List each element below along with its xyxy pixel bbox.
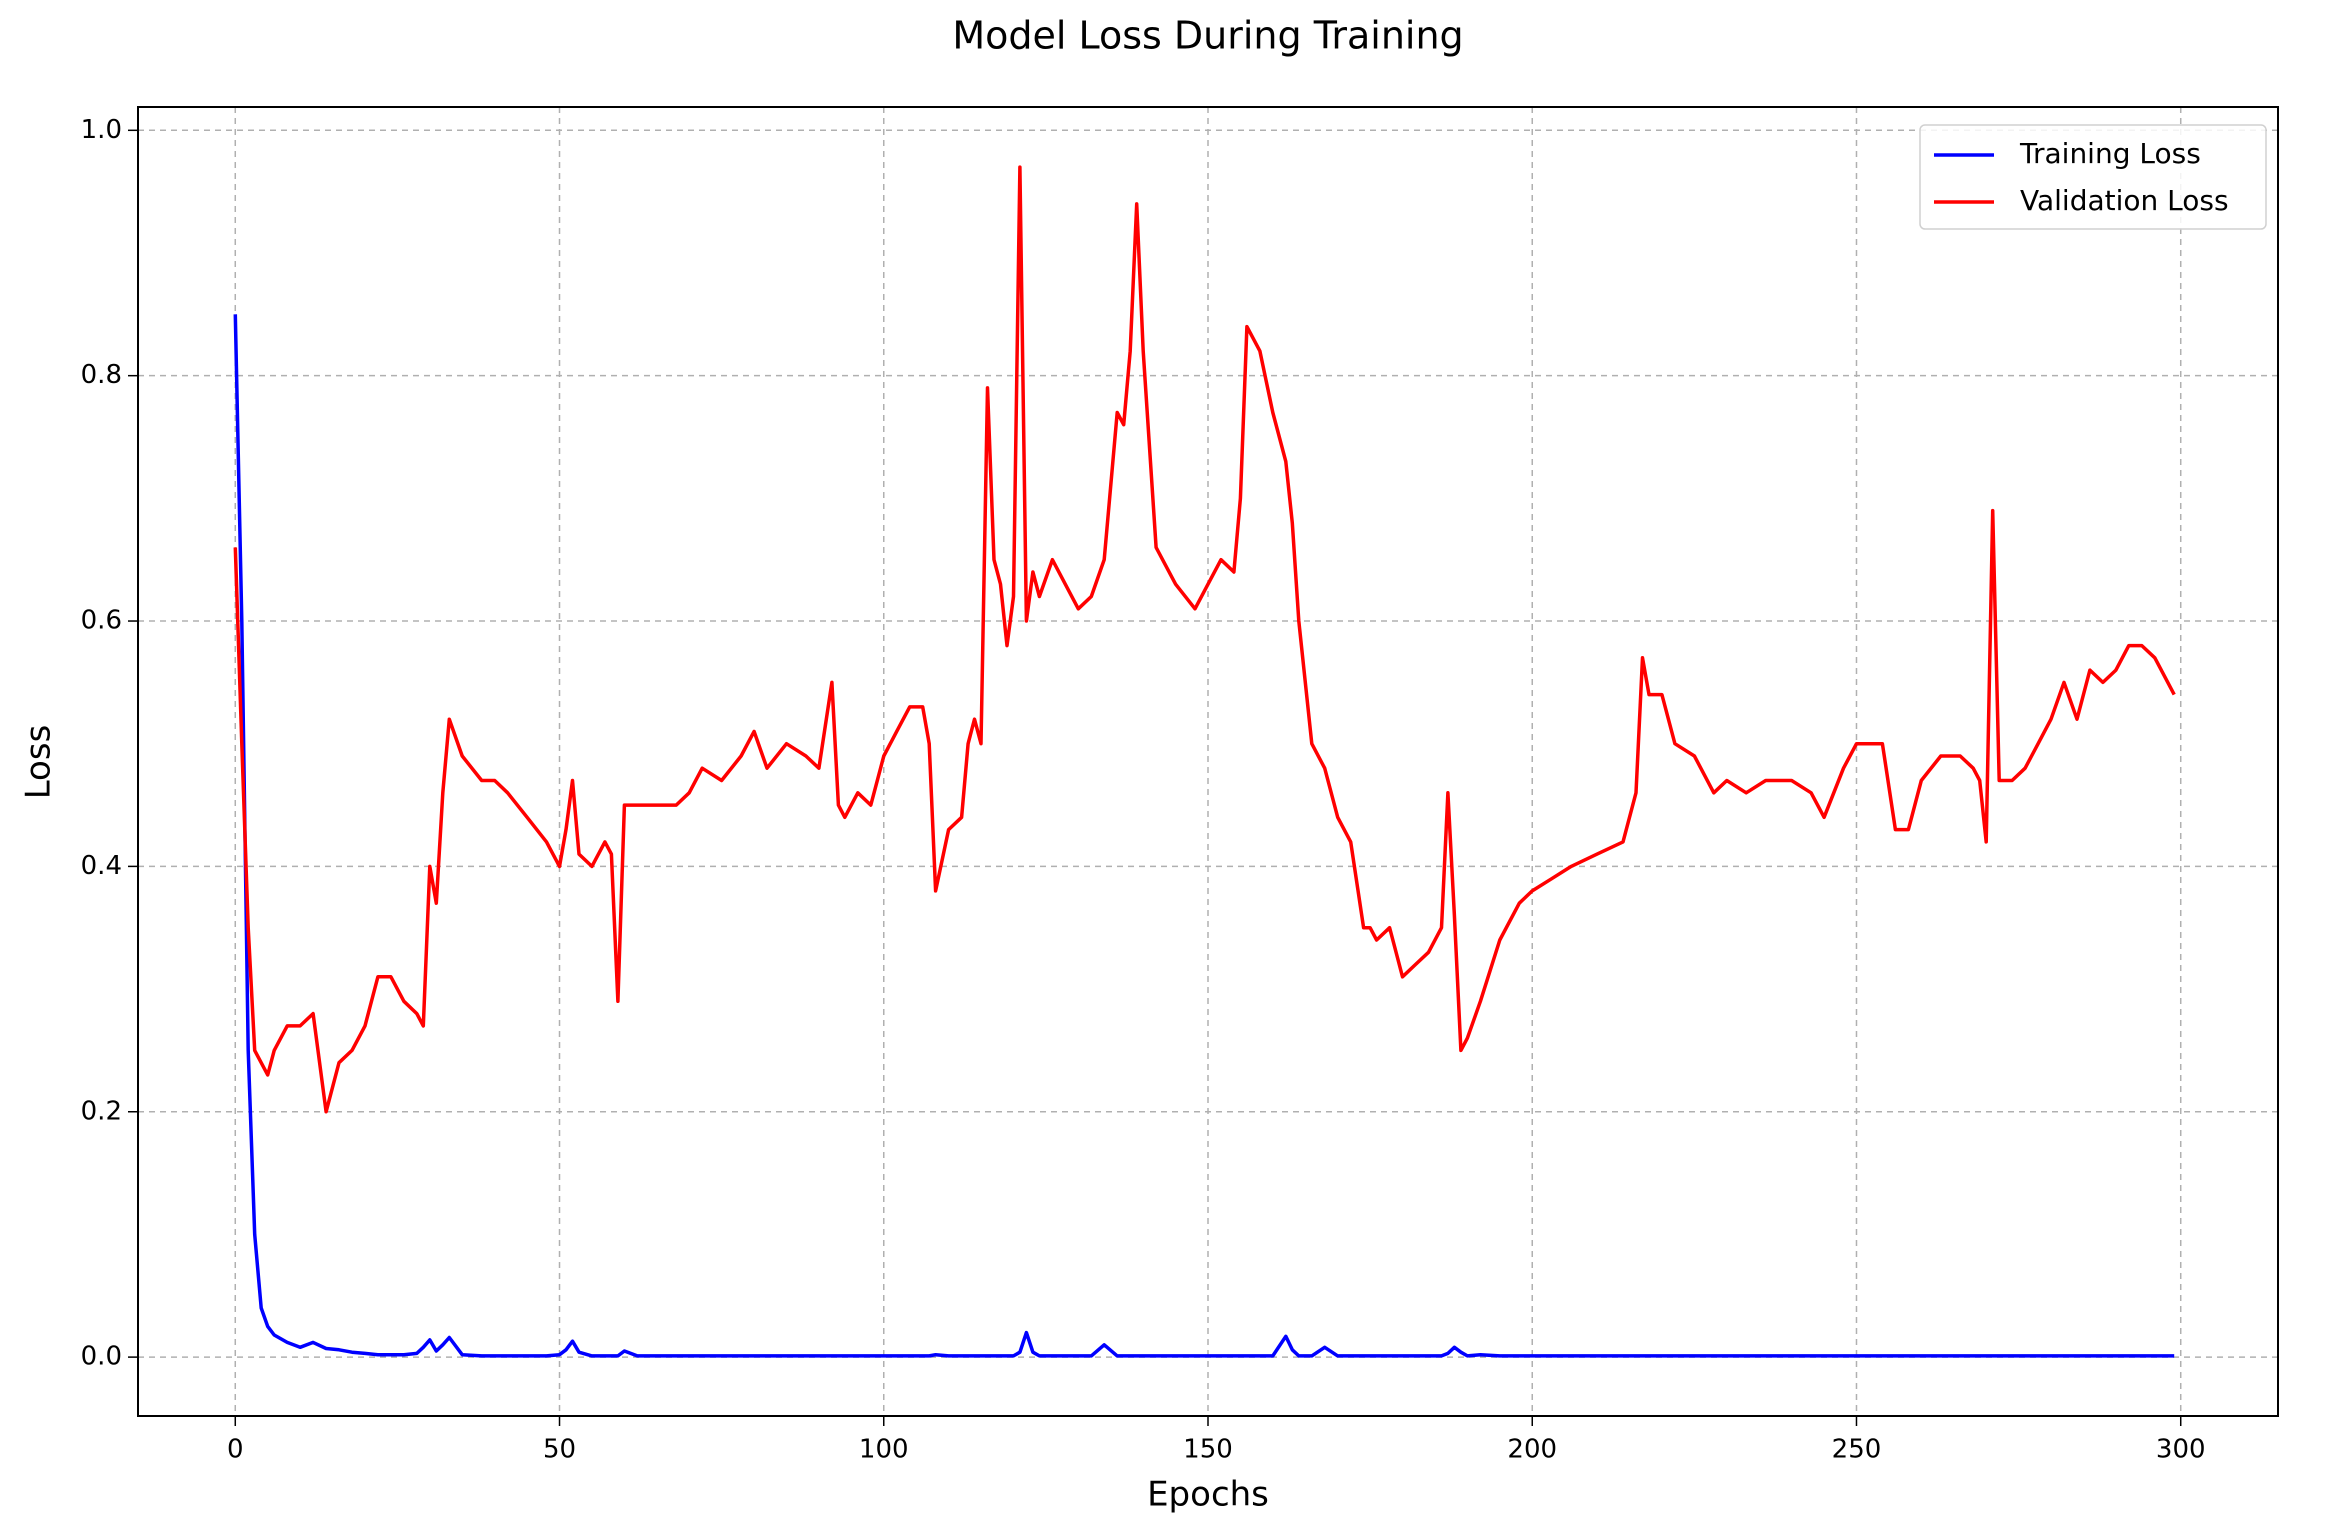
legend-label: Validation Loss (2020, 184, 2229, 217)
line-series (233, 314, 2175, 1358)
line-series (233, 165, 2176, 1114)
x-tick-label: 0 (227, 1435, 244, 1465)
x-tick-label: 250 (1832, 1435, 1882, 1465)
y-tick-label: 0.2 (81, 1096, 122, 1126)
plot-frame (137, 106, 2279, 1417)
chart-title: Model Loss During Training (952, 14, 1463, 58)
y-tick-label: 0.4 (81, 851, 122, 881)
legend-box (1919, 124, 2267, 230)
x-tick-label: 50 (543, 1435, 576, 1465)
y-tick-label: 0.0 (81, 1342, 122, 1372)
x-tick-label: 200 (1507, 1435, 1557, 1465)
x-tick-label: 150 (1183, 1435, 1233, 1465)
legend-label: Training Loss (2019, 137, 2201, 170)
x-tick-label: 100 (859, 1435, 909, 1465)
y-tick-label: 1.0 (81, 115, 122, 145)
y-tick-label: 0.6 (81, 606, 122, 636)
y-axis-label: Loss (19, 725, 59, 800)
y-tick-label: 0.8 (81, 360, 122, 390)
x-tick-label: 300 (2156, 1435, 2206, 1465)
x-axis-label: Epochs (1147, 1475, 1269, 1515)
